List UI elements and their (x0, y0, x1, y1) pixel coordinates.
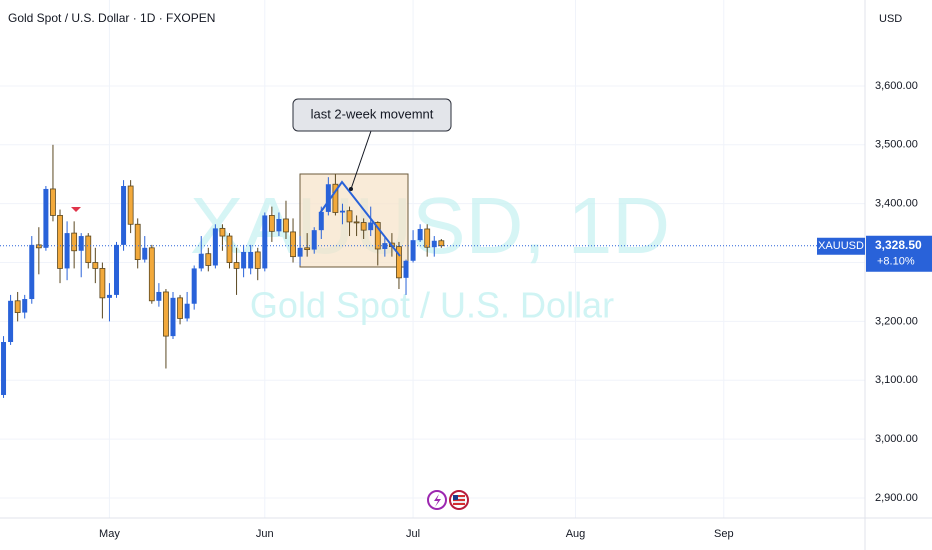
candle-body (43, 188, 49, 248)
price-tag (866, 235, 932, 272)
x-tick-label: Sep (714, 528, 734, 540)
candle-body (262, 215, 268, 269)
callout-pointer (350, 130, 372, 190)
candle-body (99, 268, 106, 299)
watermark-description: Gold Spot / U.S. Dollar (250, 285, 614, 326)
candle-body (22, 299, 28, 313)
candle-body (156, 291, 162, 301)
candle-body (254, 251, 261, 269)
candle-body (233, 262, 240, 269)
price-tag-value: 3,328.50 (875, 238, 922, 252)
symbol-tag (817, 237, 865, 255)
candle-body (50, 188, 56, 216)
candle-body (205, 253, 212, 266)
candle-body (374, 222, 381, 250)
candle-body (121, 186, 127, 245)
candle-body (332, 183, 339, 213)
candle-body (339, 210, 345, 213)
candle-body (431, 240, 437, 248)
candle-body (177, 297, 183, 319)
chart-title: Gold Spot / U.S. Dollar · 1D · FXOPEN (8, 11, 215, 25)
watermark-symbol: XAUUSD, 1D (190, 181, 670, 270)
candle-body (318, 211, 324, 231)
candle-body (29, 244, 35, 300)
candle-body (297, 247, 303, 257)
trend-line (319, 180, 401, 257)
candle-body (1, 341, 7, 395)
candle-body (368, 222, 374, 231)
candle-body (148, 247, 155, 302)
candle-body (290, 231, 296, 258)
callout-text: last 2-week movemnt (311, 106, 434, 121)
candle-body (248, 251, 254, 269)
x-tick-label: Jul (406, 528, 420, 540)
candle-body (85, 235, 92, 263)
candles (1, 144, 445, 398)
price-tag-change: +8.10% (877, 256, 915, 268)
flag-stripe (453, 495, 465, 497)
candle-body (163, 291, 169, 337)
candle-body (353, 221, 360, 224)
candle-body (360, 222, 367, 231)
candle-body (142, 247, 148, 260)
x-tick-label: Jun (256, 528, 274, 540)
candle-body (438, 240, 445, 247)
flag-stripe (453, 503, 465, 505)
candle-body (127, 185, 134, 225)
highlight-box (299, 173, 409, 268)
candle-body (198, 253, 204, 269)
callout-box (292, 98, 452, 132)
candle-body (241, 251, 247, 269)
y-tick-label: 3,000.00 (875, 433, 918, 445)
candle-body (134, 223, 141, 260)
candle-body (191, 268, 197, 304)
grid (0, 0, 865, 518)
candle-body (403, 260, 409, 278)
flag-stripe (453, 499, 465, 501)
candle-body (396, 246, 402, 279)
candle-body (57, 215, 63, 269)
candle-body (304, 247, 311, 250)
currency-label: USD (879, 13, 902, 25)
flag-canton (453, 495, 458, 500)
candle-body (311, 230, 317, 250)
y-tick-label: 3,400.00 (875, 198, 918, 210)
candle-body (283, 218, 289, 233)
candle-body (35, 244, 42, 249)
candle-body (114, 244, 120, 295)
y-tick-label: 3,500.00 (875, 139, 918, 151)
y-tick-label: 2,900.00 (875, 492, 918, 504)
candle-body (424, 228, 431, 248)
candle-body (14, 300, 21, 313)
y-tick-label: 3,200.00 (875, 315, 918, 327)
candle-body (170, 297, 176, 337)
event-marker (71, 207, 81, 212)
candle-body (212, 228, 218, 266)
candle-body (226, 235, 233, 263)
candle-body (276, 218, 282, 232)
candle-body (106, 294, 112, 298)
candle-body (64, 233, 70, 269)
candle-body (346, 210, 353, 223)
y-tick-label: 3,600.00 (875, 80, 918, 92)
candle-body (219, 227, 226, 237)
candle-body (92, 262, 99, 269)
event-icon-glyph (434, 494, 441, 507)
x-tick-label: Aug (566, 528, 586, 540)
candle-body (417, 228, 423, 241)
callout-dot (349, 187, 353, 191)
candle-body (325, 184, 331, 212)
x-tick-label: May (99, 528, 120, 540)
candle-body (71, 232, 78, 252)
candle-body (78, 236, 84, 251)
candle-body (8, 300, 14, 342)
y-tick-label: 3,100.00 (875, 374, 918, 386)
candle-body (268, 215, 275, 232)
candle-body (410, 240, 416, 261)
symbol-tag-text: XAUUSD (818, 240, 864, 252)
candle-body (184, 303, 190, 319)
